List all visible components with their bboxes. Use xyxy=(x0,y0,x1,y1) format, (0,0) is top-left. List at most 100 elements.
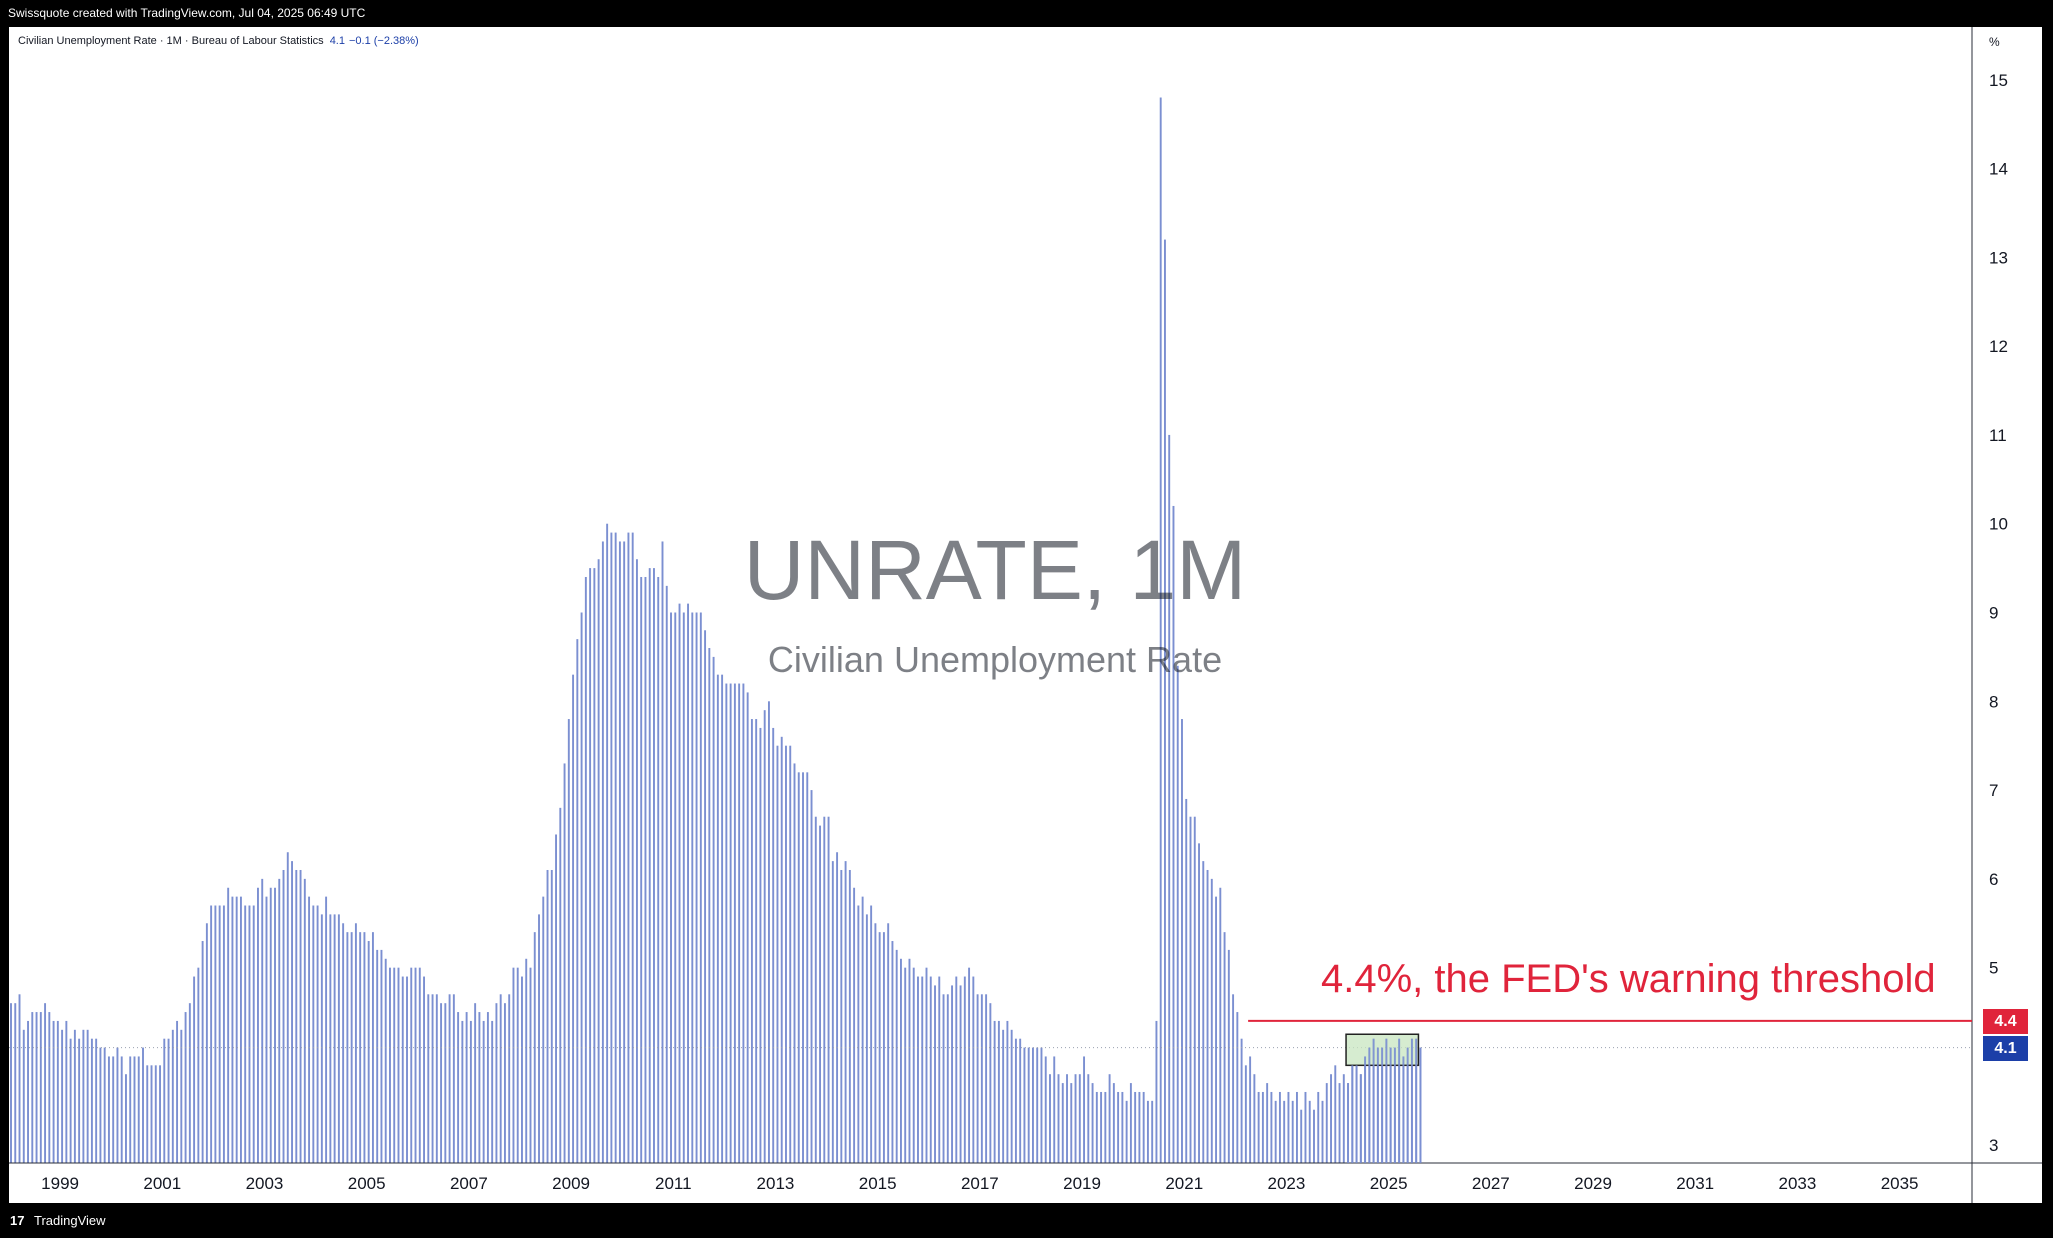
data-bar xyxy=(1134,1091,1137,1163)
data-bar xyxy=(942,994,945,1163)
data-bar xyxy=(112,1056,115,1163)
data-bar xyxy=(618,541,621,1163)
x-tick-label: 2027 xyxy=(1472,1174,1510,1193)
data-bar xyxy=(1249,1056,1252,1163)
data-bar xyxy=(1053,1056,1056,1163)
data-bar xyxy=(503,1003,506,1163)
tradingview-logo-icon: 17 xyxy=(10,1213,25,1228)
data-bar xyxy=(682,612,685,1163)
data-bar xyxy=(1202,861,1205,1163)
data-bar xyxy=(133,1056,136,1163)
y-tick-label: 15 xyxy=(1989,71,2008,90)
data-bar xyxy=(550,869,553,1163)
x-tick-label: 2003 xyxy=(246,1174,284,1193)
data-bar xyxy=(1198,843,1200,1163)
data-bar xyxy=(614,532,617,1163)
data-bar xyxy=(802,772,804,1163)
data-bar xyxy=(908,958,911,1163)
chart-pane[interactable]: 3 5 6 7 8 9 10 11 12 13 14 15 1999 2001 2003 2005 2007 20… xyxy=(9,27,2042,1203)
data-bar xyxy=(593,568,596,1163)
data-bar xyxy=(1172,505,1175,1163)
data-bar xyxy=(154,1065,157,1163)
data-bar-highlighted xyxy=(1402,1056,1405,1163)
data-bar xyxy=(52,1020,55,1163)
series-legend[interactable]: Civilian Unemployment Rate · 1M · Bureau… xyxy=(18,35,419,47)
data-bar xyxy=(452,994,455,1163)
data-bar xyxy=(469,1020,472,1163)
data-bar xyxy=(789,745,792,1163)
data-bar xyxy=(474,1003,477,1163)
x-tick-label: 2011 xyxy=(655,1174,692,1193)
data-bar xyxy=(546,869,549,1163)
overlays xyxy=(9,1019,1972,1163)
data-bar xyxy=(993,1020,996,1163)
data-bar xyxy=(1104,1091,1107,1163)
data-bar xyxy=(1236,1012,1239,1163)
data-bar xyxy=(997,1020,1000,1163)
data-bar xyxy=(793,763,796,1163)
y-tick-label: 6 xyxy=(1989,870,1998,889)
data-bar xyxy=(90,1038,93,1163)
data-bar xyxy=(929,976,932,1163)
data-bar xyxy=(785,745,787,1163)
y-tick-label: 3 xyxy=(1989,1136,1998,1155)
watermark-title: UNRATE, 1M xyxy=(743,523,1247,617)
data-bar xyxy=(623,541,626,1163)
data-bar xyxy=(1155,1020,1158,1163)
data-bar-highlighted xyxy=(1347,1083,1350,1163)
data-bar xyxy=(657,576,660,1163)
data-bar xyxy=(827,816,830,1163)
data-bar-highlighted xyxy=(1419,1047,1422,1163)
data-bar xyxy=(806,772,809,1163)
data-bar xyxy=(1019,1038,1022,1163)
data-bar xyxy=(1138,1091,1141,1163)
x-tick-label: 2021 xyxy=(1165,1174,1203,1193)
data-bar xyxy=(635,559,638,1163)
data-bar xyxy=(533,932,536,1163)
data-bar xyxy=(410,967,413,1163)
data-bar-highlighted xyxy=(1398,1038,1401,1163)
data-bar xyxy=(1334,1065,1337,1163)
data-bar xyxy=(1300,1109,1303,1163)
legend-last-value: 4.1 xyxy=(329,35,345,47)
x-tick-label: 2019 xyxy=(1063,1174,1101,1193)
data-bar xyxy=(159,1065,161,1163)
data-bar xyxy=(810,790,813,1163)
data-bar xyxy=(1325,1083,1328,1163)
data-bar xyxy=(27,1020,29,1163)
data-bar xyxy=(1061,1083,1064,1163)
data-bar xyxy=(1014,1038,1017,1163)
data-bar xyxy=(976,994,979,1163)
data-bar xyxy=(1338,1083,1341,1163)
y-tick-label: 9 xyxy=(1989,604,1998,623)
data-bar xyxy=(653,568,655,1163)
data-bar xyxy=(371,932,374,1163)
data-bar-highlighted xyxy=(1364,1056,1367,1163)
data-bar xyxy=(303,878,306,1163)
threshold-annotation[interactable]: 4.4%, the FED's warning threshold xyxy=(1321,957,1936,1001)
data-bar xyxy=(478,1012,481,1163)
data-bar-highlighted xyxy=(1372,1038,1375,1163)
data-bar xyxy=(418,967,421,1163)
data-bar xyxy=(274,887,276,1163)
data-bar xyxy=(610,532,613,1163)
data-bar xyxy=(874,923,877,1163)
data-bar xyxy=(695,612,698,1163)
data-bar-highlighted xyxy=(1410,1038,1413,1163)
data-bar xyxy=(917,976,919,1163)
y-tick-label: 5 xyxy=(1989,959,1998,978)
x-tick-label: 2017 xyxy=(961,1174,999,1193)
data-bar xyxy=(699,612,702,1163)
data-bar xyxy=(904,967,907,1163)
data-bar xyxy=(193,976,196,1163)
data-bar xyxy=(772,727,775,1163)
data-bar-highlighted xyxy=(1393,1047,1396,1163)
data-bar xyxy=(201,941,204,1163)
data-bar xyxy=(14,1003,17,1163)
data-bar xyxy=(712,656,715,1163)
data-bar xyxy=(367,941,370,1163)
data-bar xyxy=(205,923,208,1163)
data-bar xyxy=(640,576,643,1163)
data-bar xyxy=(376,949,379,1163)
data-bar xyxy=(235,896,238,1163)
